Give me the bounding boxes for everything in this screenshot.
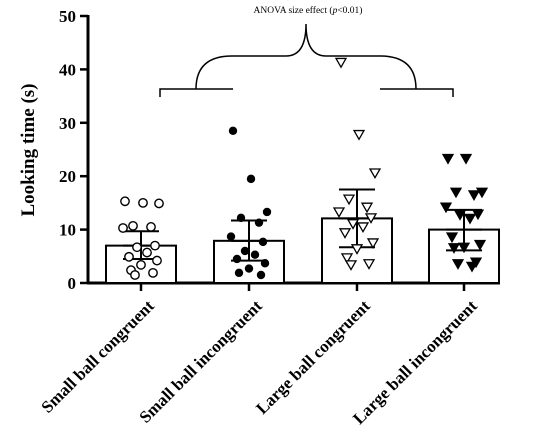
anova-annotation: ANOVA size effect (p<0.01) [254,5,363,16]
y-tick-label: 0 [68,274,77,293]
category-label: Small ball incongruent [135,296,266,427]
data-point [465,261,479,273]
data-point [334,57,348,69]
data-point [364,213,378,224]
y-axis-label: Looking time (s) [18,84,39,217]
data-point [350,244,364,255]
data-point [260,259,270,268]
data-point [445,232,459,244]
data-point [258,237,268,247]
data-point [459,153,473,165]
bracket-right-span [380,88,454,97]
category-label: Small ball congruent [38,296,159,417]
data-point [246,174,256,184]
data-point [130,270,140,280]
data-point [136,259,146,270]
data-point [340,253,354,264]
data-point [120,196,130,207]
data-point [344,260,358,271]
data-point [362,259,376,270]
data-point [228,126,238,136]
y-tick-label: 40 [59,60,76,79]
data-point [473,239,487,251]
y-tick-label: 50 [59,7,76,26]
data-point [128,220,138,231]
data-point [138,197,148,208]
data-point [118,223,128,233]
data-point [148,267,158,278]
data-point [240,246,250,256]
data-point [142,247,152,258]
data-point [360,202,374,214]
y-tick-label: 20 [59,167,76,186]
data-point [346,219,360,230]
data-point [356,222,370,233]
bracket-left-span [159,88,233,97]
data-point [439,202,453,214]
data-point [254,218,264,227]
data-point [244,264,254,273]
data-point [338,228,352,239]
data-point [453,209,467,221]
data-point [256,270,266,280]
data-point [154,198,164,209]
bars [105,217,500,285]
category-label: Large ball incongruent [349,296,481,428]
data-point [226,232,236,241]
data-points [118,57,489,280]
data-point [457,242,471,254]
significance-bracket [159,23,454,97]
data-point [449,187,463,199]
data-point [124,251,134,262]
data-point [441,153,455,165]
data-point [250,250,260,259]
data-point [152,255,162,266]
data-point [236,213,246,223]
data-point [463,213,477,225]
data-point [366,238,380,250]
data-point [451,259,465,270]
data-point [332,207,346,219]
y-tick-label: 30 [59,114,76,133]
data-point [467,190,481,201]
data-point [150,240,160,251]
data-point [132,242,142,253]
data-point [234,268,244,278]
category-label: Large ball congruent [252,296,374,418]
data-point [342,194,356,206]
data-point [146,222,156,232]
y-tick-label: 10 [59,221,76,240]
data-point [262,207,272,217]
data-point [352,129,366,141]
data-point [447,243,461,254]
data-point [368,168,382,180]
data-point [232,254,242,264]
bracket-brace [195,23,417,90]
